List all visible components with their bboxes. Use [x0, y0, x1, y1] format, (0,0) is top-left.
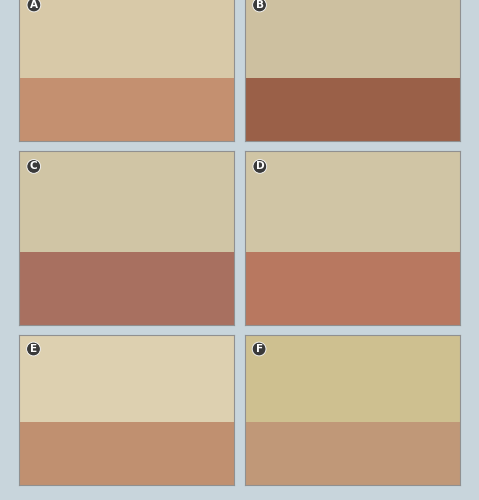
Bar — [19, 151, 234, 259]
Text: F: F — [255, 344, 262, 354]
Bar — [245, 0, 460, 84]
Bar — [19, 335, 234, 428]
Bar — [245, 151, 460, 259]
Bar — [19, 252, 234, 325]
Bar — [245, 422, 460, 485]
Bar — [245, 335, 460, 428]
Text: E: E — [30, 344, 37, 354]
Bar — [245, 252, 460, 325]
Text: D: D — [255, 162, 264, 172]
Bar — [19, 422, 234, 485]
Bar — [19, 78, 234, 141]
Bar — [19, 0, 234, 84]
Bar — [245, 78, 460, 141]
Text: B: B — [255, 0, 263, 10]
Text: A: A — [30, 0, 38, 10]
Text: C: C — [30, 162, 37, 172]
